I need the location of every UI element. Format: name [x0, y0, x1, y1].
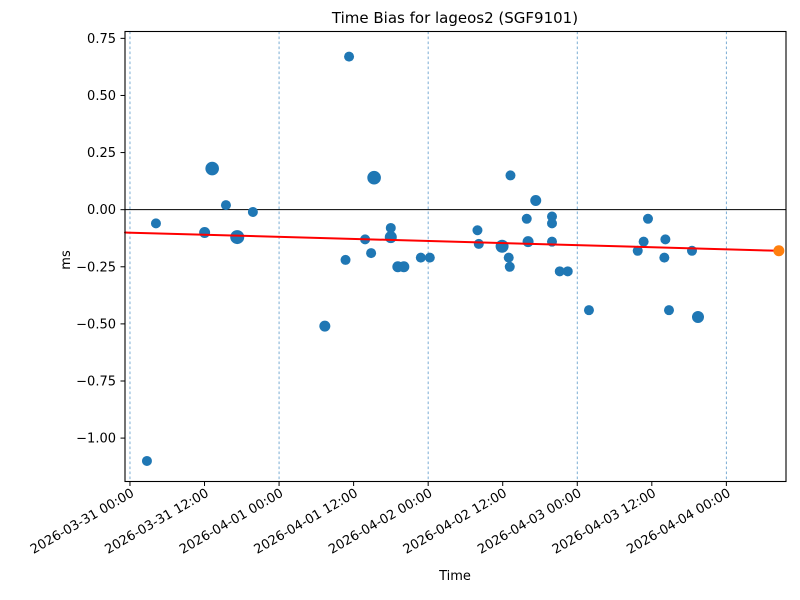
time-bias-measurements-point [141, 455, 152, 466]
time-bias-measurements-point [504, 261, 515, 272]
y-tick-label: −0.75 [76, 374, 116, 389]
y-tick-label: −1.00 [76, 432, 116, 447]
time-bias-measurements-point [398, 261, 410, 273]
time-bias-measurements-point [503, 252, 514, 263]
time-bias-measurements-point [546, 218, 557, 229]
y-tick-label: −0.25 [76, 260, 116, 275]
time-bias-measurements-point [472, 225, 483, 236]
time-bias-measurements-point [344, 51, 355, 62]
y-tick-label: −0.50 [76, 317, 116, 332]
time-bias-measurements-point [632, 245, 643, 256]
time-bias-measurements-point [663, 305, 674, 316]
time-bias-measurements-point [522, 236, 534, 248]
chart-title: Time Bias for lageos2 (SGF9101) [331, 9, 578, 27]
time-bias-measurements-point [554, 266, 565, 277]
time-bias-measurements-point [660, 234, 671, 245]
trend-endpoint-point [773, 245, 785, 257]
y-tick-label: 0.00 [87, 203, 116, 218]
time-bias-measurements-point [384, 231, 397, 244]
time-bias-measurements-point [659, 252, 670, 263]
time-bias-measurements-point [199, 227, 211, 239]
plot-frame [124, 30, 787, 483]
trend-line [124, 231, 780, 252]
time-bias-measurements-point [562, 266, 573, 277]
time-bias-measurements-point [367, 170, 381, 185]
time-bias-measurements-point [521, 213, 532, 224]
time-bias-measurements-point [424, 252, 435, 263]
time-bias-measurements-point [415, 252, 426, 263]
y-tick-label: 0.50 [87, 89, 116, 104]
time-bias-measurements-point [247, 206, 258, 217]
time-bias-measurements-point [473, 238, 484, 249]
time-bias-measurements-point [583, 305, 594, 316]
time-bias-measurements-point [150, 218, 161, 229]
time-bias-measurements-point [340, 254, 351, 265]
x-axis-label: Time [438, 569, 471, 584]
time-bias-measurements-point [638, 236, 649, 247]
time-bias-measurements-point [530, 195, 542, 207]
y-axis-label: ms [59, 250, 74, 270]
time-bias-measurements-point [385, 222, 396, 233]
y-tick-label: 0.75 [87, 32, 116, 47]
time-bias-measurements-point [366, 248, 377, 259]
time-bias-measurements-point [230, 230, 245, 245]
time-bias-measurements-point [546, 211, 557, 222]
time-bias-measurements-point [220, 200, 231, 211]
time-bias-measurements-point [495, 239, 509, 253]
time-bias-measurements-point [319, 320, 331, 332]
time-bias-measurements-point [505, 170, 516, 181]
time-bias-measurements-point [642, 213, 653, 224]
time-bias-measurements-point [691, 311, 704, 324]
time-bias-measurements-point [205, 161, 219, 176]
y-tick-label: 0.25 [87, 146, 116, 161]
